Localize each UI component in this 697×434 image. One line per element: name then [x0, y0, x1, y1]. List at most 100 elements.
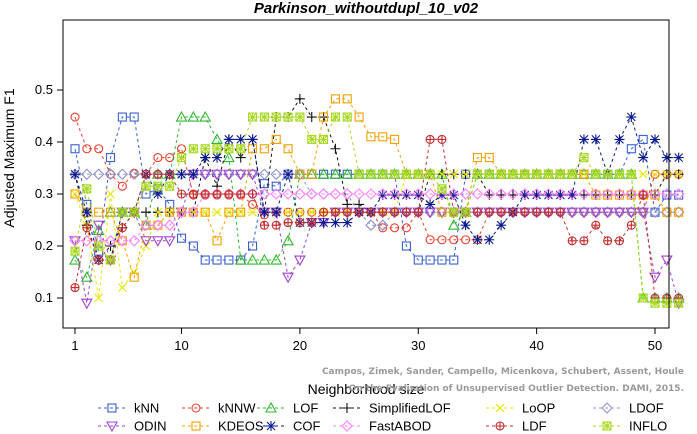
data-point-simplifiedlof [306, 112, 317, 123]
data-point-odin [601, 207, 614, 219]
data-point-fastabod [566, 188, 578, 200]
data-point-knn [176, 233, 187, 243]
data-point-inflo [354, 169, 364, 179]
data-point-ldof [294, 168, 306, 181]
data-point-ldf [497, 208, 506, 217]
data-point-odin [578, 207, 590, 219]
data-point-simplifiedlof [235, 152, 246, 163]
data-point-ldf [437, 134, 447, 144]
data-point-inflo [508, 169, 518, 179]
data-point-ldf [425, 134, 435, 144]
data-point-ldf [153, 169, 163, 179]
data-point-fastabod [163, 219, 176, 231]
data-point-fastabod [613, 188, 626, 200]
data-point-ldf [366, 207, 376, 217]
data-point-fastabod [294, 188, 306, 200]
data-point-kdeos [176, 207, 187, 217]
series-line-knnw [74, 116, 679, 241]
data-point-knnw [378, 223, 388, 233]
data-point-loop [129, 267, 139, 277]
data-point-ldf [118, 223, 127, 232]
data-point-knn [70, 144, 80, 154]
data-point-ldf [260, 221, 269, 230]
data-point-knn [129, 112, 139, 122]
data-point-fastabod [353, 188, 365, 200]
data-point-inflo [378, 169, 388, 179]
data-point-ldf [201, 190, 210, 198]
data-point-inflo [662, 298, 672, 308]
legend-marker-lof [265, 401, 277, 413]
data-point-inflo [165, 181, 175, 191]
data-point-cof [271, 207, 282, 218]
data-point-cof [519, 190, 530, 201]
legend-item-odin: ODIN [98, 419, 167, 434]
data-point-loop [307, 207, 317, 217]
series-line-cof [74, 115, 679, 261]
data-point-inflo [532, 169, 542, 179]
data-point-fastabod [625, 188, 638, 200]
data-point-ldf [248, 189, 258, 199]
data-point-cof [188, 169, 199, 180]
data-point-cof [389, 190, 400, 201]
data-point-inflo [674, 298, 684, 308]
data-point-cof [496, 220, 507, 231]
data-point-knn [437, 255, 447, 265]
data-point-cof [531, 190, 542, 201]
data-point-inflo [307, 135, 317, 144]
data-point-fastabod [329, 188, 342, 200]
data-point-ldf [295, 218, 305, 228]
data-point-cof [472, 234, 483, 245]
data-point-loop [638, 169, 648, 179]
y-tick-label: 0.2 [35, 238, 53, 253]
data-point-inflo [141, 181, 151, 191]
data-point-ldf [355, 208, 364, 217]
data-point-kdeos [236, 207, 246, 217]
data-point-ldf [70, 283, 80, 293]
legend-item-inflo: INFLO [593, 419, 667, 434]
series-line-ldf [74, 138, 679, 299]
data-point-lof [341, 168, 354, 179]
data-point-cof [638, 152, 649, 163]
data-point-fastabod [424, 188, 436, 200]
data-point-ldf [117, 223, 127, 233]
data-point-inflo [342, 112, 352, 122]
data-point-inflo [390, 169, 399, 179]
data-point-ldf [579, 236, 588, 245]
data-point-inflo [626, 169, 636, 179]
legend-item-loop: LoOP [486, 401, 555, 416]
data-point-kdeos [330, 94, 340, 104]
data-point-fastabod [649, 188, 661, 200]
data-point-loop [461, 169, 471, 179]
legend-marker-ldf [495, 421, 505, 431]
data-point-cof [318, 217, 329, 228]
data-point-odin [151, 236, 164, 247]
data-point-ldf [177, 190, 186, 198]
data-point-loop [283, 207, 293, 217]
data-point-ldf [236, 189, 246, 199]
x-tick-label: 10 [174, 338, 188, 353]
data-point-cof [543, 190, 554, 201]
data-point-ldf [212, 189, 222, 199]
data-point-cof [484, 234, 495, 245]
x-tick-label: 20 [293, 338, 307, 353]
data-point-ldf [354, 207, 364, 217]
data-point-ldf [426, 135, 435, 144]
data-point-kdeos [295, 169, 305, 179]
data-point-inflo [413, 169, 423, 179]
data-point-loop [295, 207, 305, 217]
data-point-cof [661, 152, 672, 163]
data-point-kdeos [484, 153, 494, 163]
legend-label-simplifiedlof: SimplifiedLOF [369, 401, 451, 416]
data-point-fastabod [400, 188, 413, 200]
data-point-knn [425, 255, 435, 265]
data-point-ldf [141, 169, 151, 179]
data-point-inflo [496, 169, 506, 179]
data-point-knn [212, 255, 222, 265]
data-point-odin [222, 169, 235, 181]
data-point-cof [342, 217, 353, 228]
data-point-ldof [649, 206, 661, 218]
legend-marker-kdeos [191, 421, 201, 431]
data-point-inflo [283, 112, 293, 122]
data-point-cof [247, 134, 258, 145]
data-point-ldf [176, 189, 187, 199]
